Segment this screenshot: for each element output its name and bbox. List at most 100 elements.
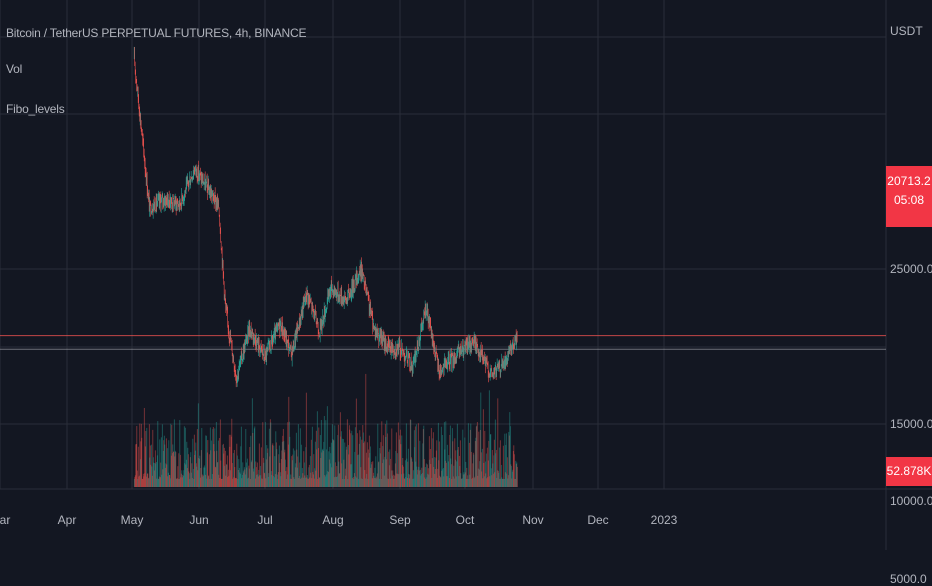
volume-bar: [206, 452, 208, 487]
volume-bar: [365, 452, 367, 487]
volume-bar: [515, 463, 517, 487]
volume-bar: [230, 434, 232, 487]
chart-canvas[interactable]: [0, 0, 932, 550]
volume-bar: [392, 470, 394, 487]
volume-bar: [431, 477, 433, 487]
volume-bar: [205, 435, 207, 487]
volume-bar: [487, 477, 489, 487]
volume-bar: [159, 477, 161, 487]
volume-bar: [344, 442, 346, 487]
volume-bar: [212, 427, 214, 487]
volume-bar: [356, 433, 358, 487]
volume-bar: [248, 468, 250, 487]
volume-bar: [242, 462, 244, 487]
volume-bar: [461, 478, 463, 487]
volume-bar: [164, 467, 166, 487]
volume-bar: [333, 440, 335, 487]
volume-bar: [412, 478, 414, 487]
volume-bar: [152, 457, 154, 487]
volume-bar: [155, 462, 157, 487]
volume-bar: [299, 428, 301, 487]
price-axis-unit[interactable]: USDT: [890, 24, 923, 38]
volume-bar: [445, 421, 447, 487]
volume-bar: [465, 461, 467, 487]
volume-bar: [366, 442, 368, 487]
volume-bar: [133, 478, 135, 487]
volume-bar: [260, 475, 262, 487]
volume-bar: [394, 475, 396, 487]
volume-bar: [189, 457, 191, 487]
volume-bar: [505, 433, 507, 487]
volume-bar: [490, 434, 492, 487]
time-tick-label: Dec: [587, 513, 609, 527]
volume-bar: [320, 419, 322, 487]
price-tick-label: 25000.0: [890, 262, 932, 277]
volume-bar: [437, 468, 439, 487]
volume-bar: [286, 467, 288, 487]
volume-bar: [384, 424, 386, 487]
volume-bar: [166, 464, 168, 487]
volume-bar: [379, 447, 381, 487]
legend-indicator-vol[interactable]: Vol: [6, 62, 23, 76]
volume-bar: [292, 454, 294, 487]
volume-bar: [193, 478, 195, 487]
legend-indicator-fibo[interactable]: Fibo_levels: [6, 102, 65, 116]
volume-bar: [171, 453, 173, 487]
volume-bar: [174, 456, 176, 487]
volume-bar: [467, 475, 469, 487]
volume-bar: [498, 447, 500, 487]
volume-bar: [138, 475, 140, 487]
volume-bar: [165, 438, 167, 487]
volume-bar: [280, 459, 282, 487]
volume-bar: [229, 470, 231, 487]
volume-bar: [161, 474, 163, 487]
volume-bar: [250, 435, 252, 487]
volume-bar: [470, 423, 472, 487]
volume-bar: [339, 412, 341, 487]
volume-bar: [167, 476, 169, 487]
volume-bar: [178, 478, 180, 487]
volume-bar: [355, 476, 357, 487]
volume-bar: [492, 473, 494, 487]
volume-bar: [403, 478, 405, 487]
volume-bar: [169, 478, 171, 487]
volume-bar: [184, 463, 186, 487]
volume-bar: [230, 436, 232, 487]
volume-bar: [277, 478, 279, 487]
volume-bar: [450, 458, 452, 487]
volume-bar: [346, 419, 348, 487]
volume-bar: [330, 442, 332, 487]
volume-bar: [411, 461, 413, 487]
volume-bar: [292, 448, 294, 487]
volume-bar: [246, 467, 248, 487]
volume-bar: [213, 451, 215, 487]
volume-bar: [482, 478, 484, 487]
volume-bar: [181, 477, 183, 487]
volume-bar: [430, 464, 432, 487]
volume-bar: [137, 446, 139, 487]
volume-bar: [243, 467, 245, 487]
volume-bar: [506, 457, 508, 487]
volume-bar: [397, 473, 399, 487]
volume-bar: [358, 454, 360, 487]
volume-bar: [399, 429, 401, 487]
volume-bar: [275, 431, 277, 487]
volume-bar: [455, 476, 457, 487]
volume-bar: [441, 470, 443, 487]
volume-bar: [387, 478, 389, 487]
volume-bar: [314, 441, 316, 487]
last-price-value: 20713.2: [887, 174, 931, 188]
volume-bar: [186, 468, 188, 487]
volume-bar: [237, 479, 239, 487]
volume-bar: [194, 450, 196, 487]
volume-bar: [476, 425, 478, 487]
volume-bar: [440, 477, 442, 487]
volume-bar: [158, 478, 160, 487]
volume-bar: [269, 419, 271, 487]
volume-bar: [296, 467, 298, 487]
volume-bar: [286, 474, 288, 487]
volume-bar: [265, 459, 267, 487]
volume-bar: [478, 469, 480, 487]
volume-bar: [331, 424, 333, 487]
